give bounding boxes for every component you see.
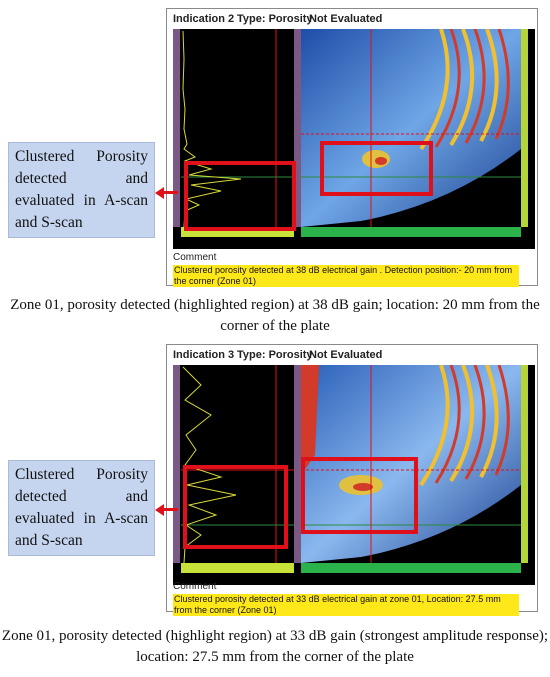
highlight-box-sscan bbox=[301, 457, 418, 534]
indication-label: Indication 2 bbox=[173, 13, 235, 25]
indication-label: Indication 3 bbox=[173, 349, 235, 361]
ascan-ruler-bottom bbox=[181, 227, 294, 237]
caption-2: Zone 01, porosity detected (highlight re… bbox=[1, 628, 549, 665]
panel-header: Indication 2 Type: Porosity Not Evaluate… bbox=[167, 9, 537, 29]
panel-header: Indication 3 Type: Porosity Not Evaluate… bbox=[167, 345, 537, 365]
status-label: Not Evaluated bbox=[309, 349, 383, 361]
status-label: Not Evaluated bbox=[309, 13, 383, 25]
comment-label: Comment bbox=[173, 252, 217, 263]
highlight-box-sscan bbox=[320, 141, 433, 196]
sscan-ruler-bottom bbox=[301, 227, 521, 237]
callout-box: Clustered Porosity detected and evaluate… bbox=[8, 142, 155, 238]
ascan-view[interactable] bbox=[181, 29, 294, 228]
comment-text: Clustered porosity detected at 33 dB ele… bbox=[173, 594, 519, 616]
ascan-ruler-right bbox=[294, 365, 301, 563]
arrow-head bbox=[155, 504, 164, 516]
comment-text: Clustered porosity detected at 38 dB ele… bbox=[173, 265, 519, 287]
ascan-ruler-bottom bbox=[181, 563, 294, 573]
sscan-ruler-right bbox=[521, 365, 528, 563]
callout-box: Clustered Porosity detected and evaluate… bbox=[8, 460, 155, 556]
arrow-head bbox=[155, 187, 164, 199]
scan-viewer bbox=[173, 29, 535, 249]
type-label: Type: Porosity bbox=[237, 13, 313, 25]
sscan-view[interactable] bbox=[301, 29, 521, 227]
sscan-ruler-bottom bbox=[301, 563, 521, 573]
ascan-view[interactable] bbox=[181, 365, 294, 564]
scan-panel-1: Indication 2 Type: Porosity Not Evaluate… bbox=[166, 8, 538, 287]
highlight-box-ascan bbox=[183, 465, 288, 549]
sscan-ruler-right bbox=[521, 29, 528, 227]
comment-label: Comment bbox=[173, 581, 217, 592]
scan-panel-2: Indication 3 Type: Porosity Not Evaluate… bbox=[166, 344, 538, 616]
ascan-ruler-left bbox=[173, 29, 180, 227]
arrow-line bbox=[162, 508, 178, 511]
caption-1: Zone 01, porosity detected (highlighted … bbox=[10, 297, 540, 334]
type-label: Type: Porosity bbox=[237, 349, 313, 361]
arrow-line bbox=[162, 191, 178, 194]
scan-viewer bbox=[173, 365, 535, 585]
ascan-ruler-right bbox=[294, 29, 301, 227]
ascan-ruler-left bbox=[173, 365, 180, 563]
highlight-box-ascan bbox=[184, 161, 296, 231]
